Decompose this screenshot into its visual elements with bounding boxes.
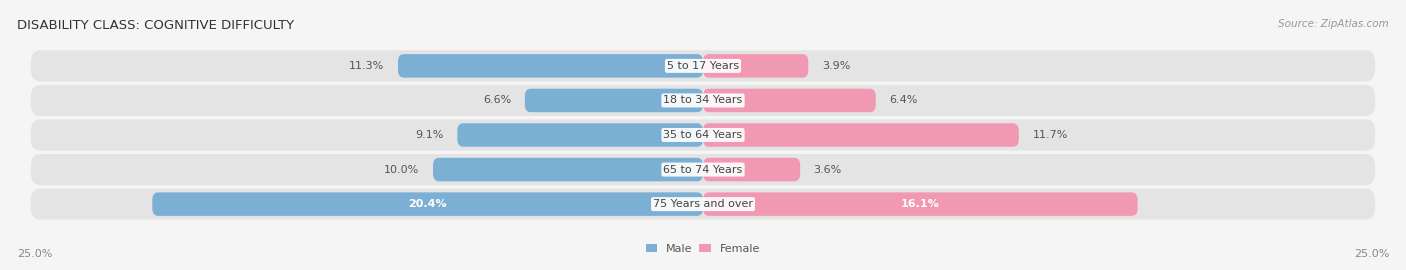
FancyBboxPatch shape xyxy=(703,192,1137,216)
Text: 11.7%: 11.7% xyxy=(1032,130,1067,140)
Text: 18 to 34 Years: 18 to 34 Years xyxy=(664,95,742,106)
FancyBboxPatch shape xyxy=(31,85,1375,116)
FancyBboxPatch shape xyxy=(703,158,800,181)
FancyBboxPatch shape xyxy=(398,54,703,78)
FancyBboxPatch shape xyxy=(433,158,703,181)
FancyBboxPatch shape xyxy=(31,188,1375,220)
Legend: Male, Female: Male, Female xyxy=(647,244,759,254)
Text: 25.0%: 25.0% xyxy=(17,249,52,259)
Text: DISABILITY CLASS: COGNITIVE DIFFICULTY: DISABILITY CLASS: COGNITIVE DIFFICULTY xyxy=(17,19,294,32)
FancyBboxPatch shape xyxy=(152,192,703,216)
FancyBboxPatch shape xyxy=(703,89,876,112)
Text: 3.6%: 3.6% xyxy=(814,164,842,175)
Text: 10.0%: 10.0% xyxy=(384,164,419,175)
Text: 75 Years and over: 75 Years and over xyxy=(652,199,754,209)
FancyBboxPatch shape xyxy=(31,154,1375,185)
FancyBboxPatch shape xyxy=(703,54,808,78)
Text: 25.0%: 25.0% xyxy=(1354,249,1389,259)
Text: 35 to 64 Years: 35 to 64 Years xyxy=(664,130,742,140)
Text: 6.4%: 6.4% xyxy=(889,95,918,106)
FancyBboxPatch shape xyxy=(31,50,1375,82)
Text: Source: ZipAtlas.com: Source: ZipAtlas.com xyxy=(1278,19,1389,29)
Text: 65 to 74 Years: 65 to 74 Years xyxy=(664,164,742,175)
FancyBboxPatch shape xyxy=(457,123,703,147)
Text: 20.4%: 20.4% xyxy=(408,199,447,209)
Text: 11.3%: 11.3% xyxy=(349,61,384,71)
FancyBboxPatch shape xyxy=(703,123,1019,147)
Text: 5 to 17 Years: 5 to 17 Years xyxy=(666,61,740,71)
FancyBboxPatch shape xyxy=(524,89,703,112)
Text: 16.1%: 16.1% xyxy=(901,199,939,209)
Text: 9.1%: 9.1% xyxy=(415,130,444,140)
Text: 6.6%: 6.6% xyxy=(484,95,512,106)
Text: 3.9%: 3.9% xyxy=(821,61,851,71)
FancyBboxPatch shape xyxy=(31,119,1375,151)
